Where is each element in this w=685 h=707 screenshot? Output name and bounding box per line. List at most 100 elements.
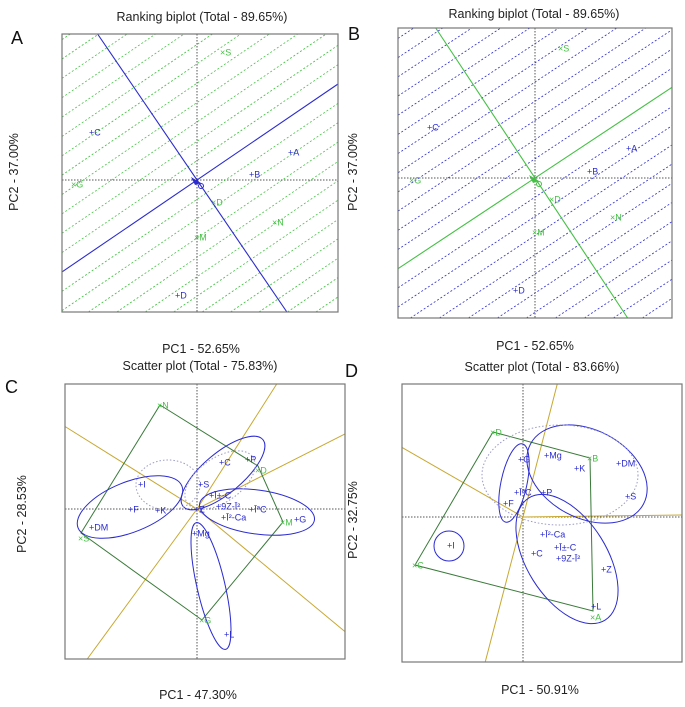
parallel-guide-line [61,33,71,40]
panel-letter-d: D [345,361,358,381]
genotype-point: +F [128,505,139,515]
sector-ray-line [86,508,198,660]
genotype-point: +Z [601,565,612,575]
environment-point: ×N [157,401,169,411]
parallel-guide-line [61,33,128,79]
genotype-point: +K [574,464,585,474]
parallel-guide-line [61,33,242,157]
parallel-guide-line [61,33,99,60]
genotype-point: +S [625,492,636,502]
ylabel-c: PC2 - 28.53% [15,475,29,553]
parallel-guide-line [61,33,156,99]
perpendicular-axis [97,33,288,313]
genotype-point: +B [587,167,598,177]
plot-frame [61,33,339,313]
parallel-guide-line [61,33,185,118]
polygon-hull [414,431,594,612]
genotype-point: +DM [616,459,635,469]
sector-ray-line [522,383,558,518]
genotype-point: +F [503,499,514,509]
plot-area [61,33,339,313]
polygon-hull [80,404,284,621]
genotype-point: +C [531,549,543,559]
parallel-guide-line [397,48,673,231]
environment-point: ×S [78,534,89,544]
parallel-guide-line [61,103,339,292]
genotype-point: +9Z-Ī² [556,554,580,564]
parallel-guide-line [397,27,472,78]
title-a: Ranking biplot (Total - 89.65%) [117,10,288,24]
ideal-point-circle [536,181,542,187]
parallel-guide-line [584,259,673,319]
dotted-ellipse [481,424,639,526]
genotype-point: +C [219,458,231,468]
environment-point: ×D [255,466,267,476]
plot-panel-b: +C +A +B +D ×S ×G ×D ×N ×M [397,27,673,319]
genotype-point: +ĪªC [249,505,267,515]
environment-point: ×G [199,616,211,626]
parallel-guide-line [201,219,339,313]
parallel-guide-line [397,27,530,116]
average-environment-axis [61,83,339,273]
sector-ray-line [196,383,278,510]
genotype-point: +I [138,480,146,490]
genotype-point: +Ī²-Ca [221,513,246,523]
parallel-guide-line [497,202,673,319]
parallel-guide-line [555,240,673,319]
genotype-point: +D [175,291,187,301]
perpendicular-axis [435,27,629,319]
ylabel-b: PC2 - 37.00% [346,133,360,211]
parallel-guide-line [397,27,646,193]
genotype-point: +L [591,602,601,612]
genotype-point: +C [427,123,439,133]
parallel-guide-line [397,29,673,212]
parallel-guide-line [315,296,339,313]
genotype-point: +S [198,480,209,490]
genotype-point: +Ī±-C [209,491,232,501]
parallel-guide-line [61,44,339,234]
dotted-ellipse [184,450,256,510]
cluster-ellipse [190,522,232,650]
genotype-point: +K [155,506,166,516]
parallel-guide-line [397,106,673,289]
cluster-ellipse [198,488,316,536]
xlabel-b: PC1 - 52.65% [496,339,574,353]
genotype-point: +A [288,148,299,158]
genotype-point: +P [245,455,256,465]
parallel-guide-line [61,64,339,253]
genotype-point: +Z [194,505,205,515]
environment-point: ×M [532,228,545,238]
sector-ray-line [196,433,346,510]
parallel-guide-line [397,27,443,58]
arrow-icon [529,175,539,183]
parallel-guide-line [613,278,673,319]
parallel-guide-line [642,298,673,319]
plot-frame [397,27,673,319]
plot-frame [64,383,346,660]
ylabel-a: PC2 - 37.00% [7,133,21,211]
plot-panel-c: +C +P +S+Ī±-C+9Z-Ī²+Ī²-Ca+ĪªC +Z +I +F +K +DM +M… [64,383,346,660]
sector-ray-line [522,514,683,518]
parallel-guide-line [397,27,414,39]
environment-point: ×S [220,48,231,58]
panel-letter-a: A [11,28,23,48]
genotype-point: +D [513,286,525,296]
title-c: Scatter plot (Total - 75.83%) [123,359,278,373]
parallel-guide-line [61,33,213,137]
panel-letter-c: C [5,377,18,397]
genotype-point: +P [541,488,552,498]
genotype-point: +L [224,630,234,640]
cluster-ellipse [515,493,619,625]
genotype-point: +G [518,455,530,465]
parallel-guide-line [526,221,673,319]
parallel-guide-line [173,199,339,313]
parallel-guide-line [397,27,588,154]
parallel-guide-line [397,27,501,97]
ideal-point-circle [198,183,204,189]
genotype-point: +Mg [192,529,210,539]
parallel-guide-line [116,161,339,313]
panel-letter-b: B [348,24,360,44]
genotype-point: +9Z-Ī² [216,502,240,512]
parallel-guide-line [397,27,559,135]
genotype-point: +I [447,541,455,551]
